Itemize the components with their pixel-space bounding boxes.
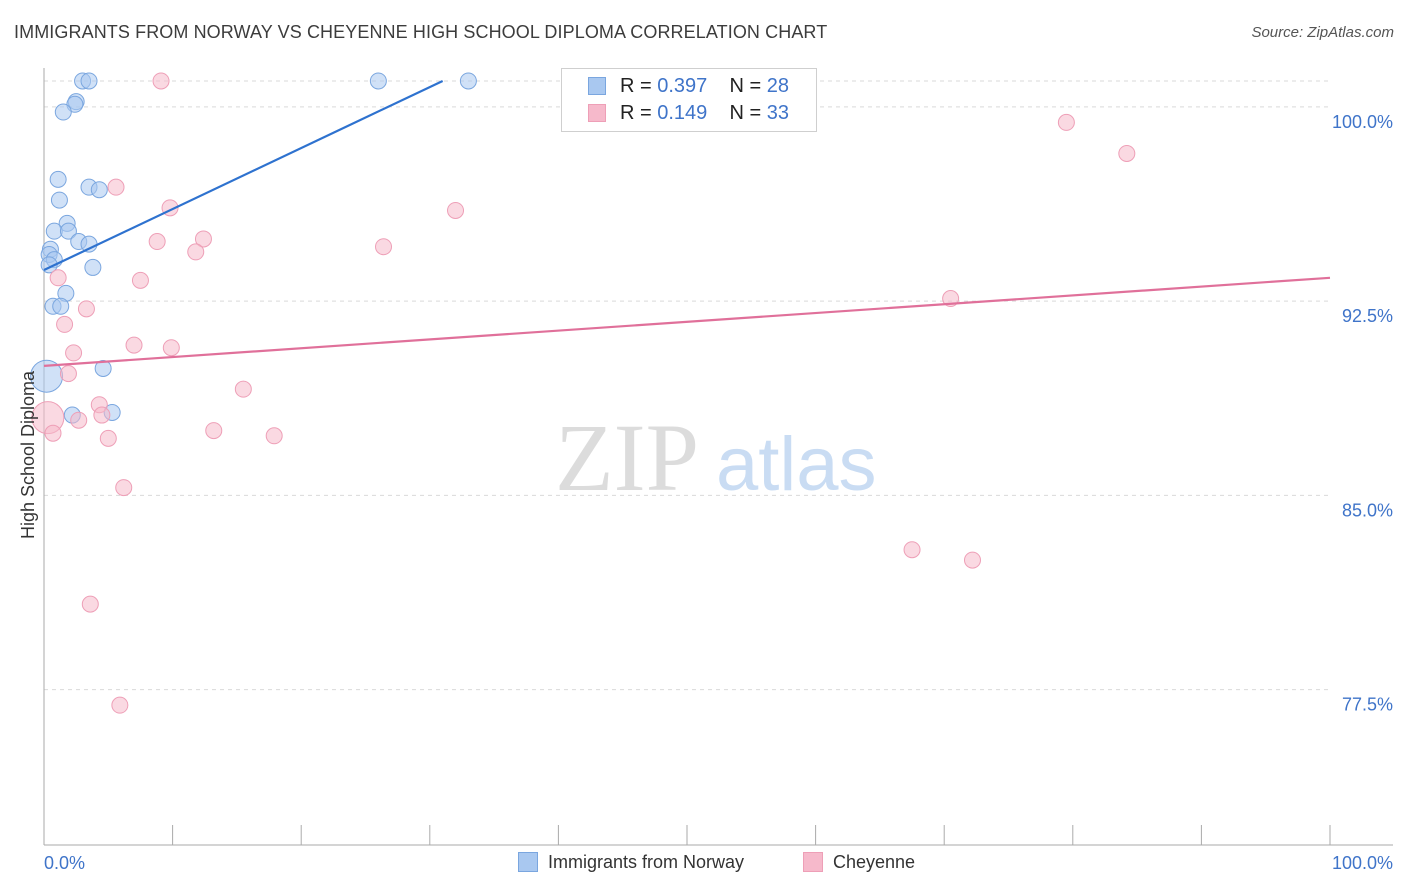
point-cheyenne xyxy=(152,72,170,90)
legend-cheyenne-n-value: 33 xyxy=(766,102,790,124)
point-cheyenne xyxy=(447,201,465,219)
tick-labels: 77.5% 85.0% 92.5% 100.0% 0.0% 100.0% xyxy=(44,112,1393,873)
point-norway xyxy=(369,72,387,90)
point-cheyenne xyxy=(148,233,166,251)
bottom-legend-swatch-cheyenne xyxy=(803,852,823,872)
point-cheyenne xyxy=(115,479,133,497)
point-cheyenne xyxy=(187,243,205,261)
point-norway xyxy=(59,222,77,240)
legend-norway-n-value: 28 xyxy=(766,75,790,97)
y-tick-label: 85.0% xyxy=(1342,500,1393,520)
axes-layer xyxy=(43,68,1393,846)
point-norway xyxy=(84,258,102,276)
legend-norway-r-label: R = xyxy=(620,75,652,97)
point-norway xyxy=(45,222,63,240)
point-cheyenne xyxy=(49,269,67,287)
legend-swatch-norway xyxy=(588,77,606,95)
chart-title: IMMIGRANTS FROM NORWAY VS CHEYENNE HIGH … xyxy=(14,22,828,42)
point-cheyenne xyxy=(70,411,88,429)
point-cheyenne xyxy=(107,178,125,196)
point-cheyenne xyxy=(903,541,921,559)
point-cheyenne xyxy=(1118,144,1136,162)
bottom-legend-label-cheyenne: Cheyenne xyxy=(833,852,916,872)
legend-norway-n-label: N = xyxy=(729,75,762,97)
watermark: ZIP atlas xyxy=(555,404,877,511)
trend-layer xyxy=(43,79,1331,367)
x-tick-label-min: 0.0% xyxy=(44,853,85,873)
point-cheyenne xyxy=(59,365,77,383)
bottom-legend-norway: Immigrants from Norway xyxy=(518,852,744,873)
point-cheyenne xyxy=(963,551,981,569)
point-cheyenne xyxy=(93,406,111,424)
point-cheyenne xyxy=(194,230,212,248)
point-norway xyxy=(94,359,112,377)
x-tick-label-max: 100.0% xyxy=(1332,853,1393,873)
point-cheyenne xyxy=(162,339,180,357)
point-norway xyxy=(459,72,477,90)
trend-line-norway xyxy=(43,79,444,272)
point-cheyenne xyxy=(77,300,95,318)
watermark-atlas: atlas xyxy=(716,422,877,507)
point-norway xyxy=(50,191,68,209)
point-cheyenne xyxy=(234,380,252,398)
point-norway xyxy=(54,103,72,121)
stats-legend: R = 0.397 N = 28 R = 0.149 N = 33 xyxy=(561,68,817,132)
point-norway xyxy=(90,181,108,199)
y-axis-label: High School Diploma xyxy=(18,370,38,539)
point-cheyenne xyxy=(125,336,143,354)
legend-cheyenne-n-label: N = xyxy=(729,102,762,124)
source-label: Source: ZipAtlas.com xyxy=(1251,24,1394,41)
point-cheyenne xyxy=(111,696,129,714)
point-cheyenne xyxy=(99,429,117,447)
y-tick-label: 77.5% xyxy=(1342,695,1393,715)
points-layer xyxy=(30,72,1136,714)
legend-cheyenne-r-value: 0.149 xyxy=(657,102,708,124)
point-norway xyxy=(52,297,70,315)
trend-line-cheyenne xyxy=(43,276,1331,367)
point-cheyenne xyxy=(56,315,74,333)
point-cheyenne xyxy=(375,238,393,256)
legend-swatch-cheyenne xyxy=(588,104,606,122)
y-tick-label: 100.0% xyxy=(1332,112,1393,132)
point-cheyenne xyxy=(131,271,149,289)
watermark-zip: ZIP xyxy=(555,404,699,511)
y-tick-label: 92.5% xyxy=(1342,306,1393,326)
bottom-legend-label-norway: Immigrants from Norway xyxy=(548,852,745,872)
point-cheyenne xyxy=(81,595,99,613)
point-norway xyxy=(80,72,98,90)
point-cheyenne xyxy=(65,344,83,362)
point-cheyenne xyxy=(1057,113,1075,131)
point-cheyenne xyxy=(44,424,62,442)
legend-cheyenne-r-label: R = xyxy=(620,102,652,124)
point-cheyenne xyxy=(265,427,283,445)
legend-norway-r-value: 0.397 xyxy=(657,75,708,97)
point-norway xyxy=(49,170,67,188)
bottom-legend-swatch-norway xyxy=(518,852,538,872)
bottom-legend-cheyenne: Cheyenne xyxy=(803,852,915,873)
point-cheyenne xyxy=(205,422,223,440)
